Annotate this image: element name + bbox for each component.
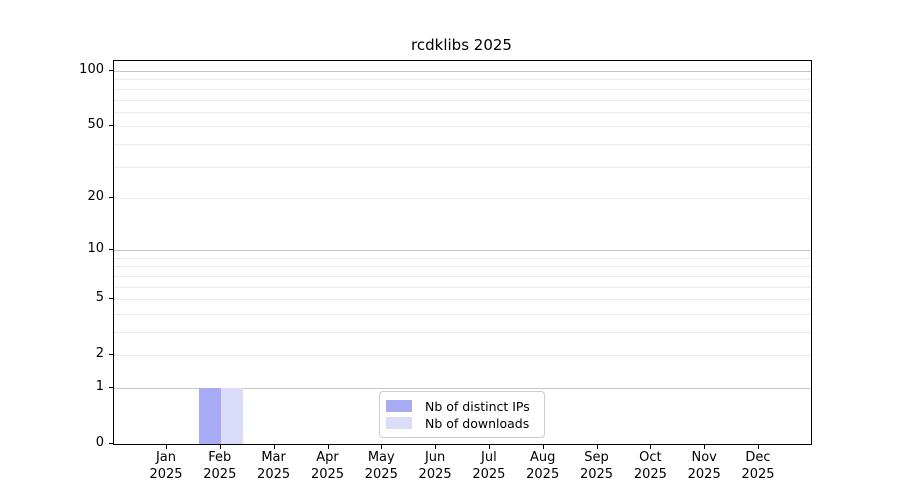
x-label-month: Sep	[584, 450, 609, 465]
x-axis-tick-label: Aug 2025	[513, 449, 573, 483]
x-axis-tick-label: Jul 2025	[459, 449, 519, 483]
x-axis-tick	[758, 445, 759, 449]
legend-label: Nb of downloads	[425, 415, 530, 431]
legend-entry: Nb of distinct IPs	[386, 398, 530, 415]
gridline-minor	[114, 111, 811, 113]
y-axis-tick-label: 20	[87, 188, 104, 204]
chart-title: rcdklibs 2025	[411, 36, 512, 54]
plot-area: Nb of distinct IPs Nb of downloads	[113, 60, 812, 445]
x-label-year: 2025	[633, 467, 667, 482]
y-axis-tick-label: 100	[79, 62, 104, 77]
x-axis-tick	[488, 445, 490, 449]
x-axis-tick-label: Nov 2025	[674, 449, 734, 483]
x-label-year: 2025	[526, 467, 560, 482]
legend-swatch	[386, 417, 412, 429]
y-axis-tick	[109, 125, 113, 127]
x-label-month: Nov	[691, 450, 717, 465]
x-label-month: May	[367, 450, 395, 465]
gridline-minor	[114, 275, 811, 277]
x-axis-tick-label: Apr 2025	[298, 449, 358, 483]
x-label-month: Apr	[316, 450, 339, 465]
x-label-month: Jun	[424, 450, 446, 465]
x-axis-tick-label: Oct 2025	[620, 449, 680, 483]
legend-entry: Nb of downloads	[386, 415, 530, 432]
gridline-minor	[114, 313, 811, 315]
gridline-minor	[114, 257, 811, 259]
bar-nb-of-distinct-ips	[198, 388, 221, 444]
x-label-month: Oct	[639, 450, 662, 465]
x-axis-tick-label: Feb 2025	[190, 449, 250, 483]
y-axis-tick-label: 50	[87, 117, 104, 133]
gridline-minor	[114, 266, 811, 268]
x-label-year: 2025	[203, 467, 237, 482]
gridline-minor	[114, 197, 811, 199]
x-label-year: 2025	[579, 467, 614, 482]
x-axis-tick-label: Sep 2025	[567, 449, 627, 483]
gridline-minor	[114, 299, 811, 301]
y-axis-tick	[109, 387, 113, 388]
x-label-year: 2025	[364, 467, 398, 482]
x-label-year: 2025	[310, 467, 345, 482]
x-axis-tick	[381, 445, 383, 449]
legend-swatch	[386, 400, 412, 412]
y-axis-tick	[109, 70, 113, 71]
x-axis-tick-label: Mar 2025	[244, 449, 304, 483]
gridline-minor	[114, 286, 811, 288]
gridline-minor	[114, 166, 811, 168]
gridline-major	[114, 71, 811, 72]
x-axis-tick	[542, 445, 544, 449]
x-label-year: 2025	[257, 467, 291, 482]
y-axis-tick	[109, 196, 113, 198]
x-axis-tick-label: Jun 2025	[405, 449, 465, 483]
gridline-minor	[114, 79, 811, 81]
y-axis-tick	[109, 443, 113, 444]
x-axis-tick-label: Dec 2025	[728, 449, 788, 483]
x-axis-tick-label: Jan 2025	[136, 449, 196, 483]
x-axis-tick	[596, 445, 598, 449]
x-label-month: Jul	[481, 450, 497, 465]
x-label-month: Aug	[529, 450, 556, 465]
x-axis-tick	[435, 445, 437, 449]
gridline-minor	[114, 143, 811, 145]
y-axis-tick-label: 1	[95, 379, 104, 394]
x-label-year: 2025	[418, 467, 452, 482]
gridline-minor	[114, 126, 811, 128]
x-axis-tick	[327, 445, 329, 449]
gridline-major	[114, 250, 811, 252]
y-axis-tick	[109, 298, 113, 300]
legend: Nb of distinct IPs Nb of downloads	[379, 391, 545, 438]
y-axis-tick-label: 0	[95, 435, 104, 450]
gridline-minor	[114, 99, 811, 101]
x-label-month: Mar	[261, 450, 286, 465]
x-label-year: 2025	[149, 467, 183, 482]
x-label-year: 2025	[687, 467, 721, 482]
gridline-minor	[114, 88, 811, 90]
x-label-year: 2025	[472, 467, 506, 482]
gridline-major	[114, 388, 811, 389]
x-label-month: Jan	[155, 450, 177, 465]
gridline-minor	[114, 332, 811, 333]
x-axis-tick	[273, 445, 275, 449]
y-axis-tick	[109, 249, 113, 251]
y-axis-tick-label: 10	[87, 241, 104, 257]
x-axis-tick	[650, 445, 652, 449]
x-label-year: 2025	[741, 467, 775, 482]
legend-label: Nb of distinct IPs	[425, 398, 530, 414]
x-axis-tick	[219, 445, 221, 449]
x-axis-tick-label: May 2025	[351, 449, 411, 483]
x-label-month: Dec	[745, 450, 771, 465]
y-axis-tick-label: 5	[95, 290, 104, 306]
x-axis-tick	[166, 445, 167, 449]
x-axis-tick	[704, 445, 706, 449]
x-label-month: Feb	[208, 450, 232, 465]
bar-nb-of-downloads	[220, 388, 243, 444]
y-axis-tick-label: 2	[95, 346, 104, 362]
y-axis-tick	[109, 354, 113, 356]
gridline-minor	[114, 355, 811, 357]
